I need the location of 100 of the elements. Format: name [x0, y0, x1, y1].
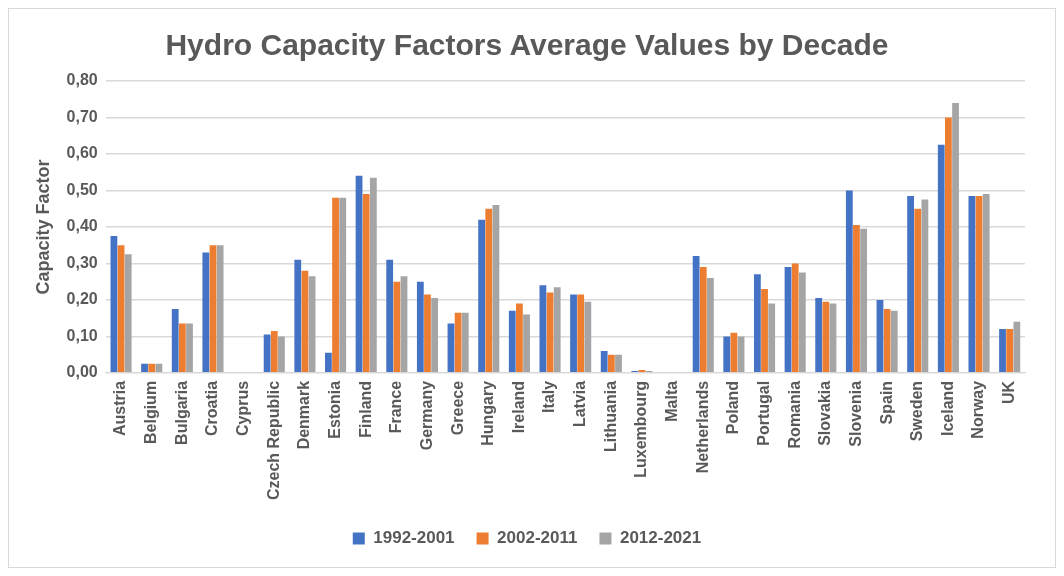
- bar: [178, 323, 186, 373]
- bar: [508, 310, 516, 373]
- chart-title: Hydro Capacity Factors Average Values by Decade: [165, 28, 889, 62]
- bar: [339, 197, 347, 373]
- bar: [216, 245, 224, 373]
- bar: [952, 102, 959, 373]
- bar: [798, 272, 806, 373]
- y-tick-label: 0,30: [66, 253, 98, 271]
- bar: [853, 225, 860, 373]
- x-tick-label: Portugal: [754, 380, 772, 446]
- y-tick-label: 0,50: [66, 180, 98, 198]
- x-tick-label: France: [387, 380, 405, 434]
- bar: [570, 294, 577, 373]
- y-tick-label: 0,40: [66, 217, 98, 235]
- x-tick-label: Czech Republic: [264, 380, 282, 501]
- bar: [754, 274, 761, 373]
- bar: [761, 288, 768, 373]
- bar: [584, 301, 592, 373]
- bar: [424, 294, 431, 373]
- bar: [516, 303, 523, 373]
- bar: [386, 259, 394, 373]
- bar: [968, 195, 976, 373]
- bar: [890, 310, 898, 373]
- bar: [914, 208, 922, 373]
- bar: [124, 254, 132, 373]
- bar: [431, 298, 439, 373]
- x-tick-label: Spain: [877, 380, 895, 425]
- x-tick-label: Malta: [663, 380, 681, 422]
- x-tick-label: Latvia: [571, 380, 589, 428]
- bar: [815, 298, 823, 373]
- bar: [461, 312, 469, 373]
- x-tick-label: Iceland: [938, 380, 956, 437]
- x-tick-label: Luxembourg: [632, 380, 650, 478]
- x-tick-label: Netherlands: [693, 380, 711, 474]
- bar: [369, 177, 377, 373]
- x-tick-label: Poland: [724, 380, 742, 435]
- y-tick-label: 0,10: [66, 326, 98, 344]
- x-tick-label: Lithuania: [601, 380, 619, 452]
- bar: [845, 190, 853, 373]
- x-tick-label: Romania: [785, 380, 803, 449]
- bar: [202, 252, 210, 373]
- bar: [600, 350, 608, 373]
- x-tick-label: Sweden: [908, 380, 926, 442]
- bar: [523, 314, 530, 373]
- bar: [553, 287, 561, 373]
- bar: [186, 323, 193, 373]
- bar: [155, 363, 163, 373]
- bar: [699, 267, 707, 373]
- bar: [478, 219, 486, 373]
- x-tick-label: Norway: [969, 380, 987, 439]
- bar: [615, 354, 622, 373]
- x-tick-label: Finland: [356, 380, 374, 438]
- bar: [294, 259, 302, 373]
- bar: [416, 281, 424, 373]
- x-tick-label: UK: [1000, 380, 1018, 404]
- bar: [707, 278, 714, 373]
- bar: [485, 208, 493, 373]
- bar: [263, 334, 271, 373]
- bar: [141, 363, 148, 373]
- bar: [937, 144, 945, 373]
- bar: [822, 301, 830, 373]
- y-tick-label: 0,00: [66, 363, 98, 381]
- bar: [325, 352, 332, 373]
- x-tick-label: Italy: [540, 380, 558, 413]
- bar: [454, 312, 462, 373]
- bar: [577, 294, 585, 373]
- bar: [362, 194, 370, 373]
- y-tick-label: 0,20: [66, 290, 98, 308]
- bar: [1006, 329, 1014, 373]
- x-tick-label: Denmark: [295, 380, 313, 450]
- bar: [907, 195, 914, 373]
- x-tick-label: Germany: [417, 380, 435, 451]
- bar: [171, 309, 179, 373]
- bar: [768, 303, 776, 373]
- x-tick-label: Croatia: [203, 380, 221, 436]
- legend-label: 2012-2021: [619, 528, 702, 548]
- x-tick-label: Estonia: [325, 380, 343, 439]
- x-tick-label: Slovenia: [846, 380, 864, 447]
- x-tick-label: Austria: [111, 380, 129, 436]
- bar: [883, 309, 891, 373]
- bar: [723, 336, 731, 373]
- legend-label: 2002-2011: [497, 528, 578, 548]
- bar: [1013, 321, 1021, 373]
- bar: [692, 256, 700, 373]
- bar: [278, 336, 285, 373]
- x-tick-label: Greece: [448, 380, 466, 436]
- bar: [332, 197, 339, 373]
- x-tick-label: Bulgaria: [172, 380, 190, 445]
- bar: [999, 329, 1006, 373]
- y-tick-label: 0,70: [66, 107, 98, 125]
- bar: [393, 281, 401, 373]
- bar: [270, 330, 278, 373]
- bar: [791, 263, 799, 373]
- x-tick-label: Ireland: [509, 380, 527, 434]
- bar: [148, 363, 156, 373]
- x-tick-label: Belgium: [142, 380, 160, 444]
- x-tick-label: Cyprus: [234, 380, 252, 436]
- y-axis-title: Capacity Factor: [32, 159, 53, 295]
- bar: [945, 117, 952, 373]
- bar: [860, 228, 868, 373]
